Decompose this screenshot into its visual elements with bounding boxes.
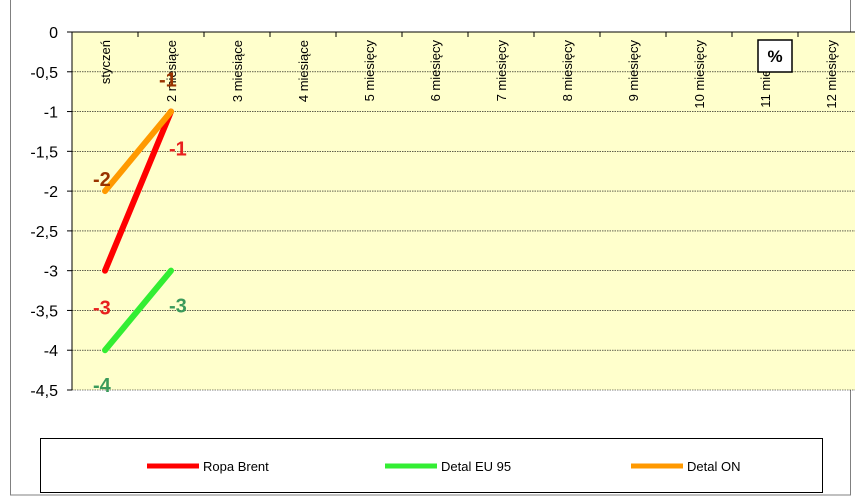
x-tick-label: 7 miesięcy [494,40,509,102]
y-tick-label: -3 [44,264,58,281]
data-label: -4 [93,375,112,397]
unit-box: % [757,39,793,73]
x-tick-label: 4 miesiące [296,40,311,102]
x-tick-label: 5 miesięcy [362,40,377,102]
x-tick-label: 12 miesięcy [824,40,839,109]
legend: Ropa Brent Detal EU 95 Detal ON [147,459,740,474]
plot-area [72,32,855,390]
x-tick-label: 8 miesięcy [560,40,575,102]
y-tick-label: -0,5 [30,65,58,82]
x-tick-label: 9 miesięcy [626,40,641,102]
y-tick-label: -3,5 [30,303,58,320]
data-label: -1 [169,139,187,161]
y-axis-ticks: 0 -0,5 -1 -1,5 -2 -2,5 -3 -3,5 -4 -4,5 [30,25,58,400]
x-tick-label: 2 miesiące [164,40,179,102]
y-tick-label: 0 [49,25,58,42]
series-lines [102,108,174,354]
y-tick-label: -2,5 [30,224,58,241]
y-tick-label: -1 [44,105,58,122]
data-labels: -3 -1 -4 -3 -2 -1 [93,70,187,398]
data-label: -3 [93,298,111,320]
series-line [102,108,174,195]
unit-label: % [767,47,782,66]
x-tick-label: 10 miesięcy [692,40,707,109]
legend-label: Detal EU 95 [441,459,511,474]
series-line [102,108,174,274]
data-label: -2 [93,169,111,191]
x-tick-label: 6 miesięcy [428,40,443,102]
data-label: -1 [159,70,177,92]
legend-label: Detal ON [687,459,740,474]
y-tick-label: -1,5 [30,144,58,161]
y-tick-label: -2 [44,184,58,201]
x-tick-label: styczeń [98,40,113,84]
y-tick-label: -4 [44,343,58,360]
x-axis-ticks: styczeń 2 miesiące 3 miesiące 4 miesiące 5 m… [98,32,839,109]
grid-lines [67,31,855,391]
series-line [102,267,174,354]
x-tick-label: 3 miesiące [230,40,245,102]
y-tick-label: -4,5 [30,383,58,400]
data-label: -3 [169,296,187,318]
legend-label: Ropa Brent [203,459,269,474]
